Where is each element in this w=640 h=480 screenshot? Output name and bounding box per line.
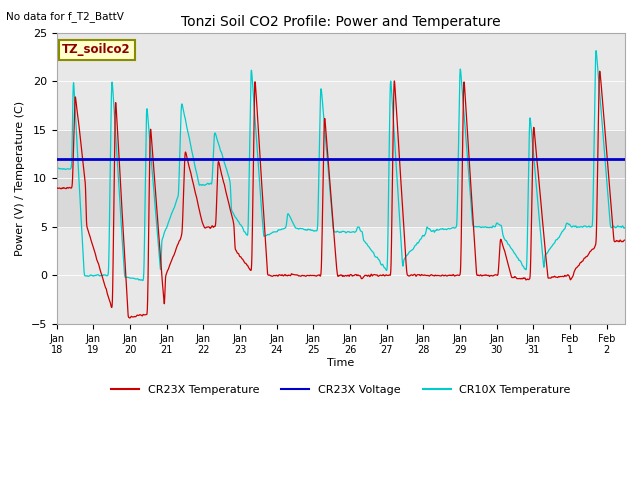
Text: TZ_soilco2: TZ_soilco2	[62, 43, 131, 56]
Text: No data for f_T2_BattV: No data for f_T2_BattV	[6, 11, 124, 22]
X-axis label: Time: Time	[327, 358, 355, 368]
Bar	[57, 130, 625, 227]
Legend: CR23X Temperature, CR23X Voltage, CR10X Temperature: CR23X Temperature, CR23X Voltage, CR10X …	[106, 381, 575, 400]
Y-axis label: Power (V) / Temperature (C): Power (V) / Temperature (C)	[15, 101, 25, 256]
Title: Tonzi Soil CO2 Profile: Power and Temperature: Tonzi Soil CO2 Profile: Power and Temper…	[181, 15, 500, 29]
